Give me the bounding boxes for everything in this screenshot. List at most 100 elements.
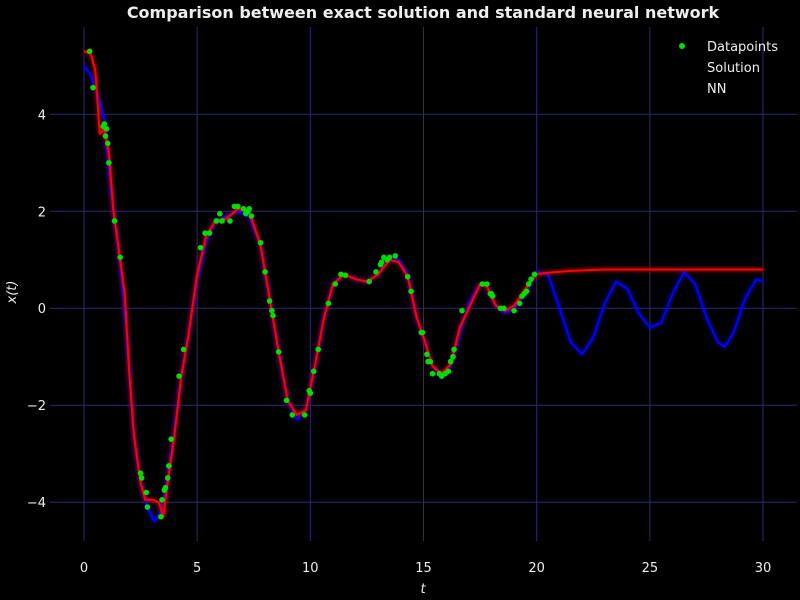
y-axis-label: x(t) [5, 281, 20, 305]
datapoint [240, 206, 247, 212]
datapoint [246, 206, 252, 212]
y-tick-label: −2 [27, 399, 46, 414]
datapoint [307, 390, 314, 396]
datapoint [86, 48, 93, 55]
datapoint [386, 254, 393, 261]
series-line-solution [83, 65, 764, 523]
x-tick-label: 10 [302, 561, 319, 576]
datapoint [366, 278, 372, 285]
legend-label: NN [707, 82, 726, 97]
series-line-nn [83, 50, 763, 518]
datapoint [90, 84, 96, 91]
datapoint [144, 504, 151, 510]
x-tick-label: 30 [755, 561, 772, 576]
datapoint [197, 244, 204, 251]
datapoint [301, 412, 308, 418]
datapoint [103, 126, 110, 132]
datapoint [511, 307, 517, 314]
legend-marker-datapoints [679, 43, 685, 49]
datapoint [138, 475, 145, 481]
datapoint [270, 312, 276, 319]
datapoint [419, 329, 426, 336]
datapoint [424, 351, 430, 358]
datapoint [206, 230, 213, 236]
datapoint [219, 218, 225, 224]
datapoint [408, 288, 414, 295]
datapoint [106, 159, 112, 166]
x-tick-labels: 0 5 10 15 20 25 30 [80, 561, 772, 576]
y-tick-labels: −4 −2 0 2 4 [27, 108, 46, 511]
datapoint [143, 489, 150, 496]
datapoint [525, 281, 532, 287]
datapoint [528, 276, 534, 282]
x-tick-label: 20 [528, 561, 545, 576]
datapoint [445, 368, 452, 375]
datapoint [484, 281, 490, 287]
datapoint [342, 272, 349, 279]
datapoint [202, 230, 208, 236]
series-group [83, 48, 764, 523]
datapoint [216, 210, 223, 217]
datapoint [429, 370, 436, 377]
datapoint [531, 271, 538, 278]
datapoint [427, 358, 434, 365]
datapoint [111, 218, 118, 224]
datapoint [269, 307, 275, 314]
datapoint [213, 218, 220, 224]
datapoint [158, 513, 164, 520]
datapoint [266, 298, 273, 304]
datapoint [392, 253, 399, 259]
datapoint [378, 259, 385, 265]
datapoint [166, 463, 172, 469]
x-tick-label: 5 [193, 561, 201, 576]
datapoint [338, 271, 344, 278]
datapoint [235, 203, 241, 210]
datapoint [447, 358, 454, 365]
datapoint [310, 368, 317, 375]
datapoint [162, 484, 169, 491]
datapoint [248, 213, 255, 219]
y-tick-label: −4 [27, 496, 46, 511]
y-tick-label: 2 [38, 205, 46, 220]
datapoint [501, 305, 507, 312]
datapoint [516, 300, 523, 307]
y-tick-label: 0 [38, 302, 46, 317]
datapoint [332, 281, 339, 287]
datapoint [275, 349, 282, 355]
datapoint [479, 281, 486, 287]
datapoint [523, 288, 530, 295]
x-tick-label: 0 [80, 561, 88, 576]
datapoint [137, 470, 144, 476]
chart-title: Comparison between exact solution and st… [127, 3, 720, 22]
legend-label: Datapoints [707, 40, 778, 55]
datapoint [489, 293, 496, 299]
datapoint [104, 140, 111, 147]
datapoint [404, 273, 411, 280]
y-tick-label: 4 [38, 108, 46, 123]
datapoint [325, 300, 332, 307]
datapoint [227, 218, 233, 224]
datapoint [315, 346, 322, 353]
datapoint [176, 373, 182, 379]
datapoint [180, 346, 187, 353]
datapoint [262, 269, 268, 275]
datapoint [168, 436, 174, 442]
datapoint [373, 269, 379, 275]
datapoint [257, 239, 264, 246]
datapoint [283, 397, 290, 404]
datapoint [451, 346, 457, 353]
legend-label: Solution [707, 61, 760, 76]
datapoint [450, 353, 456, 360]
datapoint [117, 254, 123, 261]
datapoint [289, 412, 296, 418]
datapoint [101, 121, 108, 127]
legend: Datapoints Solution NN [668, 40, 778, 97]
grid [50, 27, 797, 541]
x-tick-label: 15 [415, 561, 432, 576]
x-axis-label: t [420, 582, 426, 597]
datapoint [459, 307, 465, 314]
x-tick-label: 25 [642, 561, 659, 576]
datapoint [164, 475, 171, 481]
